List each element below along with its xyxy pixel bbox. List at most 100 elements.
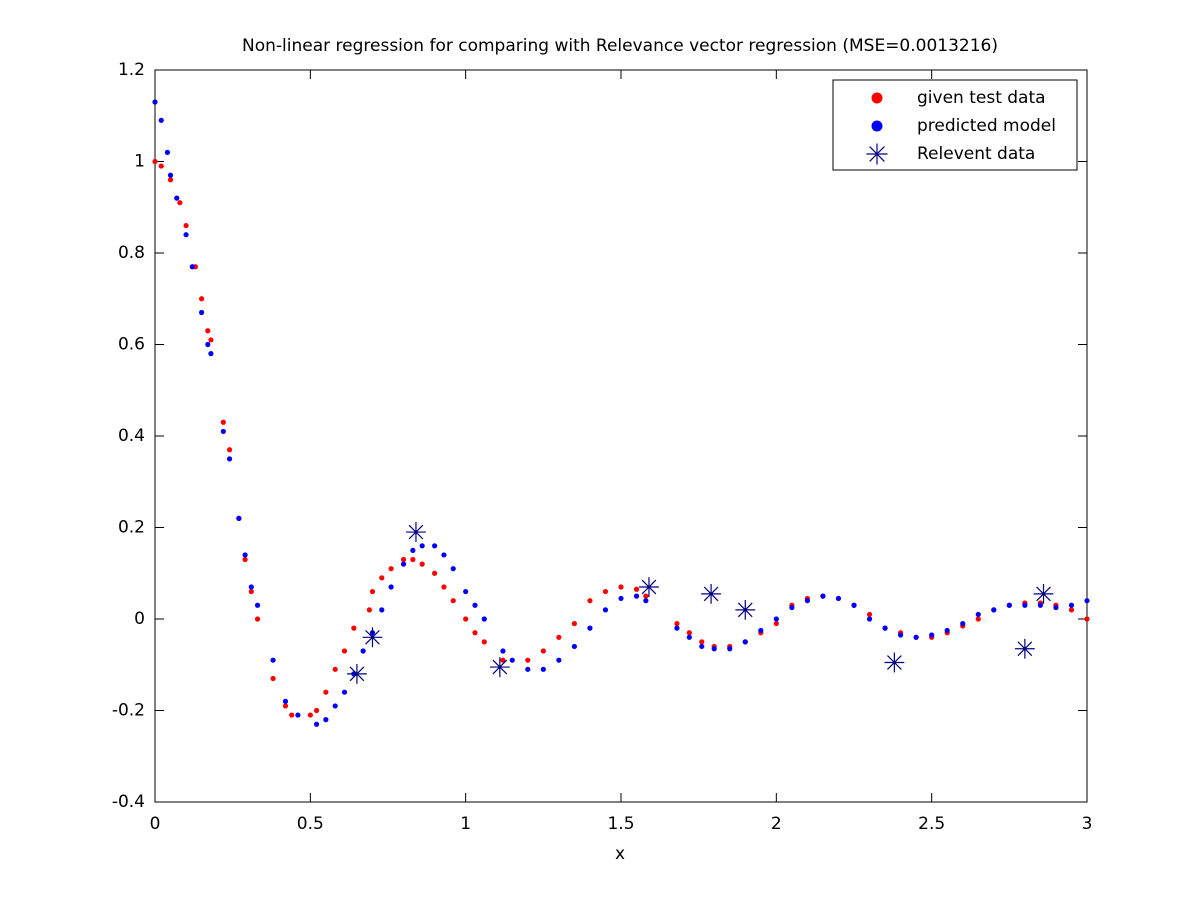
point	[242, 556, 248, 563]
point	[525, 666, 531, 672]
point	[254, 616, 261, 622]
point	[866, 611, 873, 618]
point	[341, 648, 348, 654]
x-tick-label: 1	[460, 814, 471, 834]
point	[366, 607, 372, 613]
star-point	[701, 583, 721, 604]
point	[379, 607, 385, 613]
point	[270, 675, 276, 682]
y-tick-label: 1.2	[118, 60, 145, 80]
point	[289, 712, 295, 718]
point	[220, 428, 226, 435]
point	[332, 666, 338, 672]
point	[226, 447, 233, 453]
point	[633, 586, 640, 592]
point	[944, 627, 950, 634]
point	[500, 648, 506, 654]
point	[205, 341, 211, 348]
point	[643, 593, 649, 599]
point	[929, 632, 935, 638]
point	[540, 648, 546, 654]
point	[226, 456, 233, 462]
point	[500, 657, 506, 663]
point	[282, 698, 289, 704]
point	[674, 620, 680, 627]
point	[913, 634, 919, 640]
legend-marker	[866, 143, 888, 165]
point	[686, 634, 692, 640]
y-tick-label: 0.8	[118, 243, 145, 263]
point	[419, 543, 425, 549]
point	[618, 595, 624, 602]
point	[602, 588, 609, 595]
point	[307, 712, 313, 718]
point	[1037, 602, 1043, 608]
point	[991, 607, 997, 613]
point	[556, 634, 562, 640]
legend-marker	[871, 120, 883, 132]
point	[851, 602, 857, 608]
point	[419, 561, 425, 567]
point	[525, 657, 531, 663]
star-point	[362, 627, 383, 648]
point	[481, 639, 487, 645]
x-tick-label: 2	[771, 814, 782, 834]
point	[674, 625, 680, 631]
point	[1068, 607, 1075, 613]
point	[360, 648, 366, 654]
point	[369, 588, 376, 595]
point	[960, 620, 966, 627]
point	[410, 556, 416, 563]
point	[602, 607, 609, 613]
point	[540, 666, 546, 672]
point	[699, 639, 705, 645]
point	[254, 602, 261, 608]
x-tick-label: 2.5	[918, 814, 945, 834]
point	[1022, 602, 1028, 608]
point	[313, 707, 320, 714]
point	[481, 616, 487, 622]
legend-marker	[871, 92, 883, 104]
star-point	[735, 599, 756, 620]
point	[804, 598, 811, 604]
star-point	[639, 577, 659, 597]
point	[242, 552, 248, 558]
point	[199, 309, 205, 316]
point	[472, 602, 478, 608]
point	[1068, 602, 1075, 608]
point	[463, 616, 469, 622]
star-point	[347, 664, 367, 684]
x-tick-label: 3	[1082, 814, 1093, 834]
point	[400, 561, 407, 567]
star-point	[884, 652, 905, 673]
point	[270, 657, 276, 663]
star-point	[1014, 638, 1035, 659]
y-tick-label: 1	[134, 152, 145, 172]
point	[183, 222, 189, 229]
point	[773, 620, 779, 627]
star-point	[1033, 583, 1054, 604]
point	[1006, 602, 1012, 608]
star-point	[489, 657, 510, 677]
point	[189, 264, 195, 270]
point	[571, 620, 578, 627]
point	[332, 703, 338, 709]
point	[220, 419, 226, 425]
point	[388, 566, 394, 572]
y-tick-label: 0.6	[118, 335, 145, 355]
point	[282, 703, 289, 709]
point	[432, 570, 438, 576]
point	[711, 646, 717, 652]
legend-label: predicted model	[917, 116, 1056, 136]
point	[975, 611, 981, 618]
point	[618, 584, 624, 590]
point	[341, 689, 348, 695]
point	[158, 117, 164, 123]
y-tick-label: -0.2	[112, 701, 145, 721]
point	[975, 616, 981, 622]
point	[882, 625, 888, 631]
point	[509, 657, 515, 663]
point	[410, 547, 416, 553]
point	[633, 593, 640, 599]
point	[463, 588, 469, 595]
